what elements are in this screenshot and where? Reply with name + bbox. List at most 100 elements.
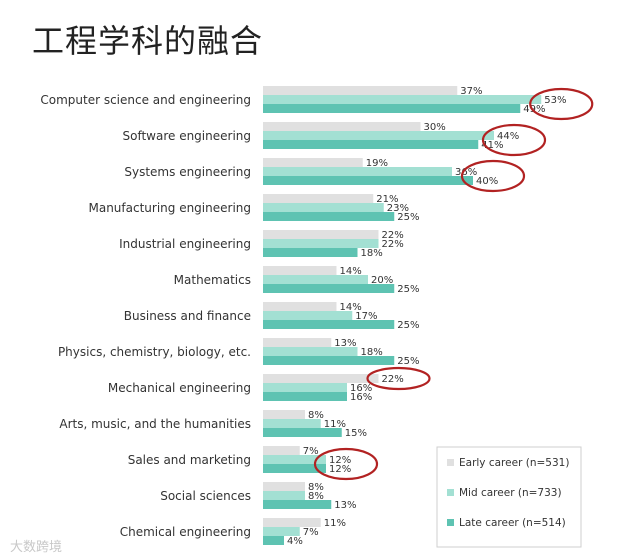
data-label: 22% xyxy=(382,374,404,385)
legend-swatch xyxy=(447,519,454,526)
bar xyxy=(263,86,458,95)
data-label: 12% xyxy=(329,455,351,466)
legend-swatch xyxy=(447,489,454,496)
data-label: 11% xyxy=(324,518,346,529)
category-label: Sales and marketing xyxy=(128,453,251,467)
bar xyxy=(263,275,368,284)
data-label: 25% xyxy=(397,356,419,367)
data-label: 15% xyxy=(345,428,367,439)
data-label: 49% xyxy=(523,104,545,115)
bar xyxy=(263,410,305,419)
data-label: 11% xyxy=(324,419,346,430)
data-label: 40% xyxy=(476,176,498,187)
bar xyxy=(263,203,384,212)
data-label: 8% xyxy=(308,491,324,502)
data-label: 25% xyxy=(397,284,419,295)
data-label: 37% xyxy=(460,86,482,97)
legend-box xyxy=(436,446,582,548)
bar xyxy=(263,311,353,320)
data-label: 17% xyxy=(355,311,377,322)
data-label: 12% xyxy=(329,464,351,475)
bar xyxy=(263,239,379,248)
legend-label: Late career (n=514) xyxy=(459,517,566,529)
bar xyxy=(263,104,521,113)
category-label: Business and finance xyxy=(124,309,251,323)
bar xyxy=(263,491,305,500)
bar xyxy=(263,266,337,275)
bar xyxy=(263,194,374,203)
category-label: Chemical engineering xyxy=(120,525,251,539)
bar xyxy=(263,455,326,464)
data-label: 23% xyxy=(387,203,409,214)
data-label: 36% xyxy=(455,167,477,178)
data-label: 25% xyxy=(397,320,419,331)
bar xyxy=(263,320,395,329)
data-label: 53% xyxy=(544,95,566,106)
bar xyxy=(263,527,300,536)
data-label: 7% xyxy=(303,527,319,538)
bar xyxy=(263,500,332,509)
data-label: 8% xyxy=(308,410,324,421)
highlight-ellipse xyxy=(529,87,594,121)
data-label: 44% xyxy=(497,131,519,142)
data-label: 16% xyxy=(350,392,372,403)
category-label: Mechanical engineering xyxy=(108,381,251,395)
bar xyxy=(263,428,342,437)
chart-title: 工程学科的融合 xyxy=(32,22,264,60)
bar xyxy=(263,167,452,176)
category-label: Physics, chemistry, biology, etc. xyxy=(58,345,251,359)
data-label: 4% xyxy=(287,536,303,547)
data-label: 13% xyxy=(334,500,356,511)
category-label: Arts, music, and the humanities xyxy=(59,417,251,431)
highlight-ellipse xyxy=(481,123,547,157)
bar xyxy=(263,140,479,149)
data-label: 25% xyxy=(397,212,419,223)
bar xyxy=(263,122,421,131)
bar xyxy=(263,302,337,311)
data-label: 20% xyxy=(371,275,393,286)
data-label: 18% xyxy=(361,248,383,259)
data-label: 13% xyxy=(334,338,356,349)
category-label: Software engineering xyxy=(122,129,251,143)
bar xyxy=(263,347,358,356)
data-label: 16% xyxy=(350,383,372,394)
data-label: 21% xyxy=(376,194,398,205)
data-label: 7% xyxy=(303,446,319,457)
bar xyxy=(263,383,347,392)
bar xyxy=(263,419,321,428)
highlight-ellipse xyxy=(313,447,379,481)
category-label: Systems engineering xyxy=(124,165,251,179)
bar xyxy=(263,356,395,365)
legend-label: Early career (n=531) xyxy=(459,457,569,469)
category-label: Manufacturing engineering xyxy=(88,201,251,215)
data-label: 22% xyxy=(382,239,404,250)
bar xyxy=(263,212,395,221)
bar xyxy=(263,464,326,473)
bar xyxy=(263,482,305,491)
data-label: 14% xyxy=(340,266,362,277)
category-label: Mathematics xyxy=(174,273,251,287)
data-label: 8% xyxy=(308,482,324,493)
data-label: 30% xyxy=(424,122,446,133)
highlight-ellipse xyxy=(366,366,431,391)
data-label: 19% xyxy=(366,158,388,169)
category-label: Industrial engineering xyxy=(119,237,251,251)
data-label: 22% xyxy=(382,230,404,241)
bar xyxy=(263,392,347,401)
legend-label: Mid career (n=733) xyxy=(459,487,562,499)
bar xyxy=(263,338,332,347)
data-label: 18% xyxy=(361,347,383,358)
category-label: Computer science and engineering xyxy=(40,93,251,107)
bar xyxy=(263,284,395,293)
category-label: Social sciences xyxy=(160,489,251,503)
data-label: 14% xyxy=(340,302,362,313)
bar xyxy=(263,446,300,455)
bar xyxy=(263,131,494,140)
bar xyxy=(263,536,284,545)
bar xyxy=(263,518,321,527)
watermark: 大数跨境 xyxy=(10,540,63,555)
bar xyxy=(263,176,473,185)
bar xyxy=(263,230,379,239)
data-label: 41% xyxy=(481,140,503,151)
